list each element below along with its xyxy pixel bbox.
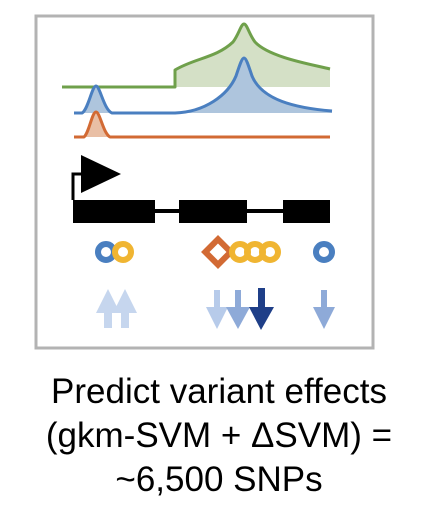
orange-track-peak-fill <box>84 112 110 137</box>
green-track-peak-fill <box>175 24 330 87</box>
snp-markers <box>95 235 335 269</box>
blue-track-large-peak-fill <box>175 58 332 113</box>
promoter-arrow-icon <box>71 155 121 200</box>
caption-line-3: ~6,500 SNPs <box>115 460 323 499</box>
exon-3 <box>283 200 330 223</box>
caption-line-2: (gkm-SVM + ΔSVM) = <box>45 416 393 455</box>
blue-track-line <box>74 56 333 115</box>
orange-track-line <box>74 110 330 139</box>
diagram-frame <box>34 14 375 350</box>
up-arrow-icon <box>113 289 137 328</box>
exon-1 <box>73 200 155 223</box>
gene-exon-intron-icon <box>73 200 330 223</box>
down-arrow-icon <box>249 288 274 330</box>
snp-circle-icon <box>259 241 281 263</box>
down-arrow-icon <box>226 290 250 329</box>
snp-circle-icon <box>313 241 335 263</box>
snp-diamond-icon <box>201 235 235 269</box>
variant-effect-arrows <box>96 288 335 330</box>
snp-circle-icon <box>95 241 117 263</box>
up-arrow-icon <box>96 289 120 328</box>
accessibility-tracks <box>62 22 333 139</box>
caption-line-1: Predict variant effects <box>51 372 387 411</box>
figure-caption: Predict variant effects (gkm-SVM + ΔSVM)… <box>0 370 438 502</box>
down-arrow-icon <box>206 290 228 329</box>
down-arrow-icon <box>313 290 335 329</box>
exon-2 <box>179 200 247 223</box>
snp-circle-icon <box>112 241 134 263</box>
green-track-line <box>62 22 331 89</box>
